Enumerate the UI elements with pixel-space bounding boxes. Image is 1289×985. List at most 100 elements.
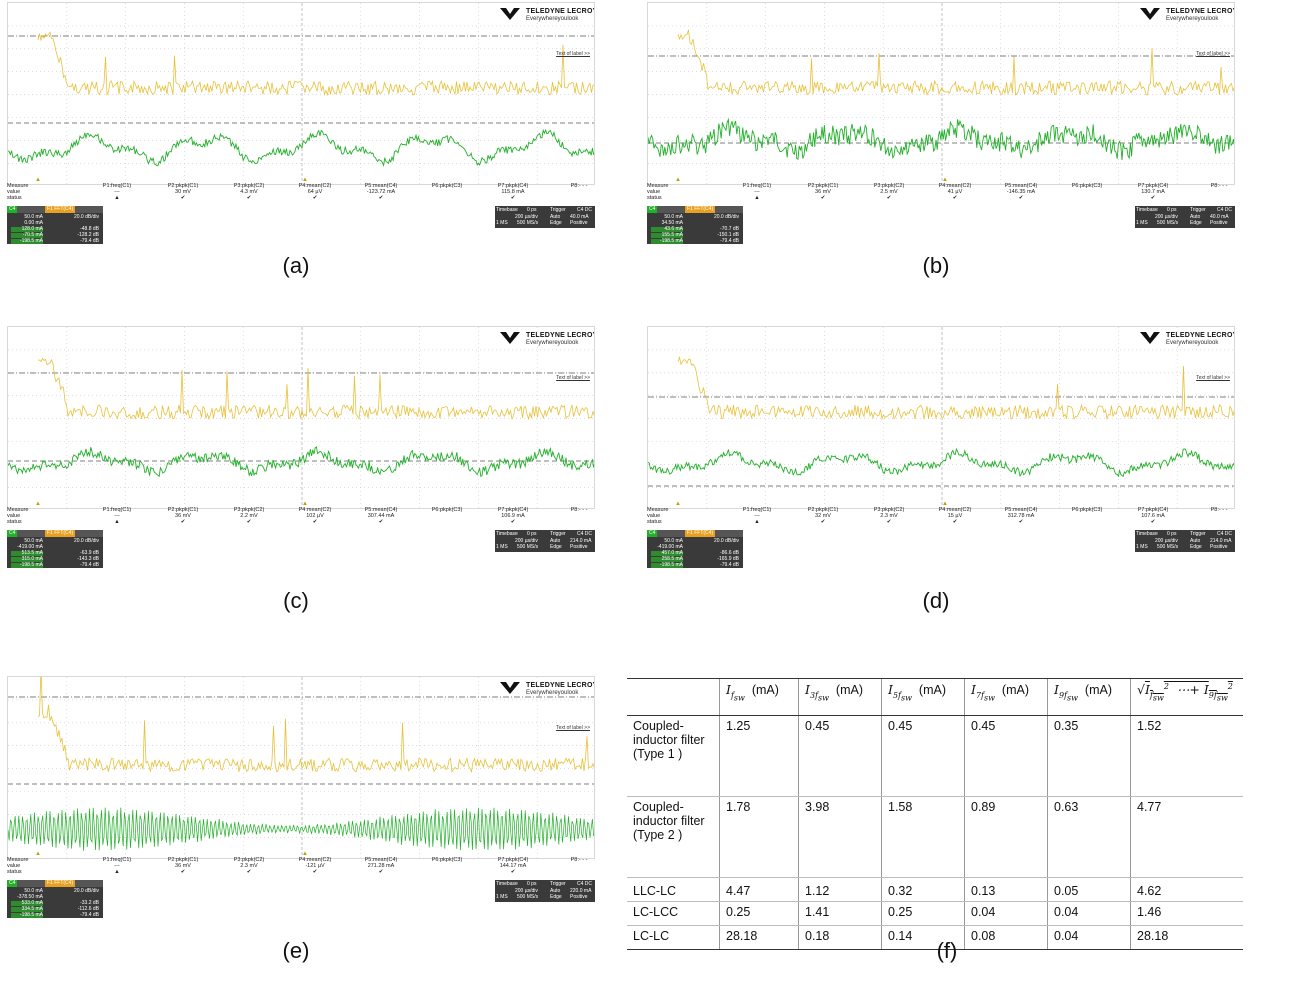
channel-descriptor-box[interactable]: C4 F1 FFT(C4) 50.0 mA 20.0 dB/div 34.50 mA 43… — [647, 206, 743, 244]
text-of-label-link[interactable]: Text of label >> — [556, 725, 590, 731]
channel-value: 50.0 mA — [24, 888, 43, 894]
status-warning-icon: ▲ — [114, 869, 120, 875]
measure-row-label: Measure — [7, 857, 29, 863]
measure-header[interactable]: P8:- - - — [1210, 507, 1228, 513]
brand-tagline: Everywhereyoulook — [1166, 340, 1219, 346]
channel-descriptor-box[interactable]: C4 F1 FFT(C4) 50.0 mA 20.0 dB/div 0.00 mA 128… — [7, 206, 103, 244]
fft-tag[interactable]: F1 FFT(C4) — [45, 880, 76, 887]
measure-value: 32 mV — [815, 513, 831, 519]
measure-header[interactable]: P1:freq(C1) — [742, 507, 772, 513]
measure-value: --- — [754, 189, 760, 195]
measure-header[interactable]: P2:pkpk(C1) — [807, 183, 839, 189]
table-row: LLC-LC 4.47 1.12 0.32 0.13 0.05 4.62 — [627, 877, 1243, 902]
scope-caption: (a) — [282, 253, 310, 278]
measure-header[interactable]: P3:pkpk(C2) — [233, 183, 265, 189]
measure-header[interactable]: P3:pkpk(C2) — [873, 183, 905, 189]
status-check-icon: ✔ — [510, 869, 516, 875]
trace-c4-green — [8, 445, 594, 478]
timebase-delay: 0 ps — [1167, 207, 1177, 213]
table-cell: 0.08 — [964, 925, 1048, 950]
measure-bar: Measure value status P1:freq(C1) --- ▲ P2:pkpk… — [647, 183, 1235, 203]
measure-header[interactable]: P1:freq(C1) — [742, 183, 772, 189]
measure-header[interactable]: P8:- - - — [570, 183, 588, 189]
status-check-icon: ✔ — [378, 869, 384, 875]
channel-c4-tag[interactable]: C4 — [7, 880, 18, 887]
measure-header[interactable]: P2:pkpk(C1) — [807, 507, 839, 513]
status-check-icon: ✔ — [886, 519, 892, 525]
measure-header[interactable]: P5:mean(C4) — [364, 183, 398, 189]
fft-value: -112.6 dB — [77, 906, 99, 912]
measure-header[interactable]: P4:mean(C2) — [298, 507, 332, 513]
fft-value: 20.0 dB/div — [73, 538, 99, 544]
channel-c4-tag[interactable]: C4 — [7, 206, 18, 213]
scope-caption: (e) — [282, 938, 310, 963]
measure-header[interactable]: P2:pkpk(C1) — [167, 857, 199, 863]
timebase-trigger-box[interactable]: Timebase 0 ps 200 µs/div 1 MS 500 MS/s Trigge… — [1135, 206, 1235, 228]
measure-header[interactable]: P6:pkpk(C3) — [431, 183, 463, 189]
timebase-trigger-box[interactable]: Timebase 0 ps 200 µs/div 1 MS 500 MS/s Trigge… — [495, 880, 595, 902]
fft-tag[interactable]: F1 FFT(C4) — [685, 530, 716, 537]
measure-header[interactable]: P7:pkpk(C4) — [1137, 507, 1169, 513]
measure-header[interactable]: P8:- - - — [570, 507, 588, 513]
measure-header[interactable]: P8:- - - — [1210, 183, 1228, 189]
channel-value: -198.5 mA — [651, 239, 683, 244]
fft-tag[interactable]: F1 FFT(C4) — [45, 530, 76, 537]
text-of-label-link[interactable]: Text of label >> — [556, 51, 590, 57]
channel-c4-tag[interactable]: C4 — [647, 206, 658, 213]
channel-descriptor-box[interactable]: C4 F1 FFT(C4) 50.0 mA 20.0 dB/div -419.00 mA… — [647, 530, 743, 568]
measure-header[interactable]: P7:pkpk(C4) — [497, 183, 529, 189]
measure-header[interactable]: P4:mean(C2) — [298, 857, 332, 863]
fft-tag[interactable]: F1 FFT(C4) — [685, 206, 716, 213]
measure-header[interactable]: P4:mean(C2) — [938, 183, 972, 189]
timebase-rate: 500 MS/s — [517, 894, 539, 900]
trigger-label: Trigger — [550, 531, 566, 537]
text-of-label-link[interactable]: Text of label >> — [1196, 51, 1230, 57]
channel-descriptor-box[interactable]: C4 F1 FFT(C4) 50.0 mA 20.0 dB/div -419.00 mA… — [7, 530, 103, 568]
fft-value: -128.2 dB — [77, 232, 99, 238]
measure-header[interactable]: P2:pkpk(C1) — [167, 507, 199, 513]
trigger-mode: Auto — [1190, 214, 1201, 220]
measure-header[interactable]: P5:mean(C4) — [1004, 507, 1038, 513]
measure-header[interactable]: P4:mean(C2) — [938, 507, 972, 513]
channel-c4-tag[interactable]: C4 — [7, 530, 18, 537]
measure-header[interactable]: P3:pkpk(C2) — [873, 507, 905, 513]
measure-header[interactable]: P1:freq(C1) — [102, 183, 132, 189]
measure-header[interactable]: P1:freq(C1) — [102, 857, 132, 863]
center-marker: ▲ — [302, 851, 308, 857]
fft-value: -70.7 dB — [720, 226, 739, 232]
measure-header[interactable]: P6:pkpk(C3) — [431, 507, 463, 513]
measure-header[interactable]: P2:pkpk(C1) — [167, 183, 199, 189]
measure-header[interactable]: P7:pkpk(C4) — [497, 857, 529, 863]
fft-tag[interactable]: F1 FFT(C4) — [45, 206, 76, 213]
timebase-trigger-box[interactable]: Timebase 0 ps 200 µs/div 1 MS 500 MS/s Trigge… — [1135, 530, 1235, 552]
text-of-label-link[interactable]: Text of label >> — [556, 375, 590, 381]
trigger-position-marker: ▲ — [35, 177, 41, 183]
channel-c4-tag[interactable]: C4 — [647, 530, 658, 537]
measure-header[interactable]: P1:freq(C1) — [102, 507, 132, 513]
measure-header[interactable]: P6:pkpk(C3) — [1071, 183, 1103, 189]
timebase-label: Timebase — [1136, 531, 1158, 537]
measure-header[interactable]: P8:- - - — [570, 857, 588, 863]
measure-header[interactable]: P5:mean(C4) — [364, 507, 398, 513]
timebase-trigger-box[interactable]: Timebase 0 ps 200 µs/div 1 MS 500 MS/s Trigge… — [495, 206, 595, 228]
measure-value: 2.2 mV — [240, 513, 258, 519]
brand-tagline: Everywhereyoulook — [526, 16, 579, 22]
measure-header[interactable]: P7:pkpk(C4) — [1137, 183, 1169, 189]
row-label: LLC-LC — [627, 877, 720, 902]
measure-header[interactable]: P3:pkpk(C2) — [233, 857, 265, 863]
channel-descriptor-box[interactable]: C4 F1 FFT(C4) 50.0 mA 20.0 dB/div -378.50 mA… — [7, 880, 103, 918]
center-marker: ▲ — [942, 177, 948, 183]
measure-header[interactable]: P5:mean(C4) — [1004, 183, 1038, 189]
status-check-icon: ✔ — [180, 519, 186, 525]
measure-header[interactable]: P3:pkpk(C2) — [233, 507, 265, 513]
measure-header[interactable]: P6:pkpk(C3) — [431, 857, 463, 863]
measure-header[interactable]: P5:mean(C4) — [364, 857, 398, 863]
table-cell: 1.12 — [798, 877, 882, 902]
measure-header[interactable]: P6:pkpk(C3) — [1071, 507, 1103, 513]
measure-header[interactable]: P7:pkpk(C4) — [497, 507, 529, 513]
channel-value: 50.0 mA — [664, 214, 683, 220]
measure-header[interactable]: P4:mean(C2) — [298, 183, 332, 189]
measure-value: 2.5 mV — [880, 189, 898, 195]
text-of-label-link[interactable]: Text of label >> — [1196, 375, 1230, 381]
timebase-trigger-box[interactable]: Timebase 0 ps 200 µs/div 1 MS 500 MS/s Trigge… — [495, 530, 595, 552]
